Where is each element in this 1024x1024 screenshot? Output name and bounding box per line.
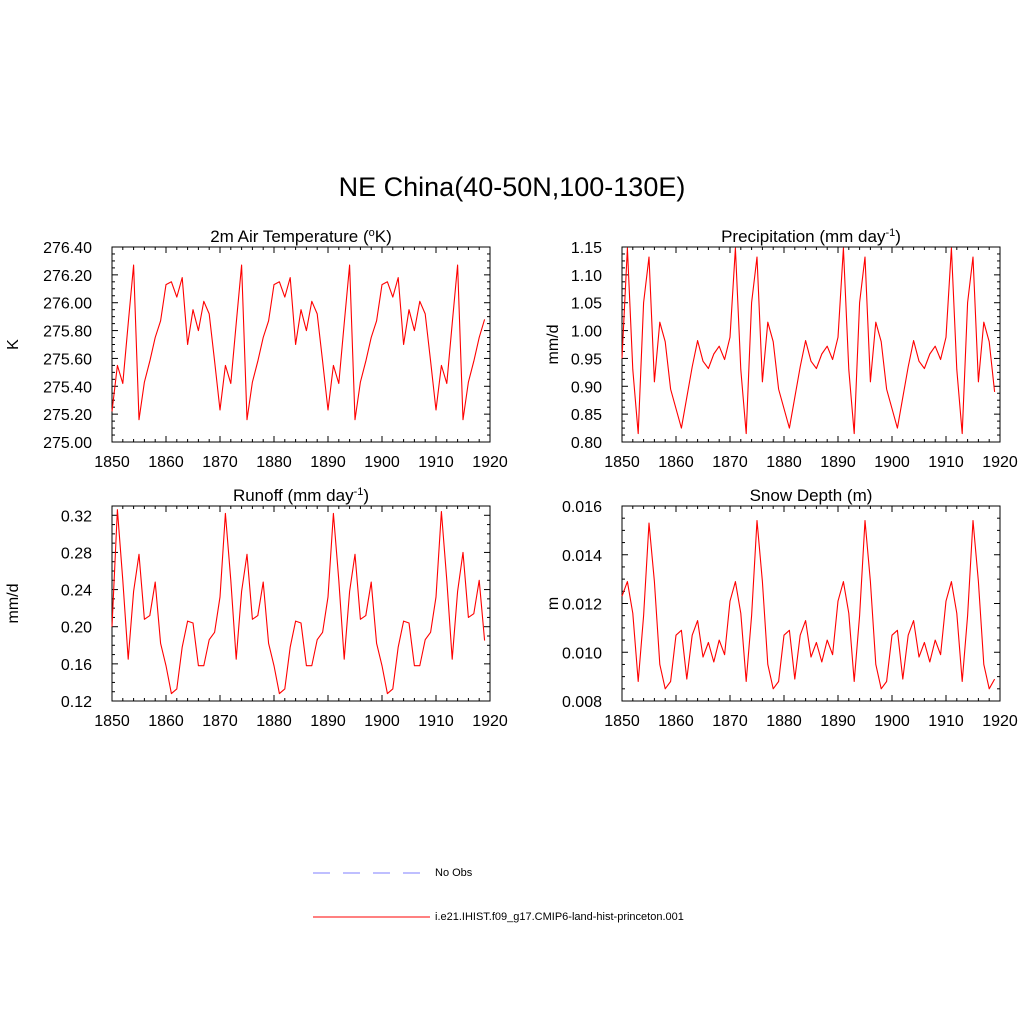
- x-tick-label: 1920: [982, 713, 1018, 730]
- y-tick-label: 275.40: [43, 379, 92, 396]
- y-tick-label: 276.00: [43, 296, 92, 313]
- panel-title-text: Runoff (mm day: [233, 486, 354, 505]
- x-tick-label: 1880: [256, 454, 292, 471]
- x-tick-label: 1910: [418, 454, 454, 471]
- panel-air-temperature: 1850 1860 1870 1880 1890 1900 1910 1920 276.40 27…: [5, 227, 508, 471]
- panel-title-suffix: ): [895, 227, 901, 246]
- x-tick-label: 1870: [712, 713, 748, 730]
- y-axis-label: m: [545, 597, 562, 610]
- x-tick-label: 1910: [928, 454, 964, 471]
- y-axis-label: mm/d: [545, 325, 562, 365]
- panel-title: Runoff (mm day-1): [233, 486, 369, 505]
- y-tick-label: 0.20: [61, 620, 92, 637]
- y-tick-label: 0.16: [61, 657, 92, 674]
- series-line: [111, 509, 486, 695]
- x-tick-label: 1900: [364, 713, 400, 730]
- x-tick-label: 1850: [94, 713, 130, 730]
- x-tick-label: 1870: [712, 454, 748, 471]
- panel-runoff: 1850 1860 1870 1880 1890 1900 1910 1920 0.32 0.28…: [5, 486, 508, 730]
- panel-precipitation: 1850 1860 1870 1880 1890 1900 1910 1920 1.15 1.10…: [545, 227, 1018, 471]
- y-axis-label: mm/d: [5, 584, 22, 624]
- x-tick-label: 1910: [418, 713, 454, 730]
- x-tick-label: 1910: [928, 713, 964, 730]
- y-axis-label: K: [5, 339, 22, 350]
- x-tick-label: 1900: [874, 454, 910, 471]
- y-tick-label: 0.85: [571, 407, 602, 424]
- x-tick-label: 1900: [364, 454, 400, 471]
- panel-title-suffix: K): [375, 227, 392, 246]
- y-tick-label: 275.80: [43, 324, 92, 341]
- y-tick-label: 275.20: [43, 407, 92, 424]
- panel-title-superscript: o: [369, 227, 375, 239]
- panel-title: 2m Air Temperature (oK): [210, 227, 392, 246]
- x-tick-label: 1870: [202, 713, 238, 730]
- y-tick-label: 0.80: [571, 435, 602, 452]
- panel-title-superscript: -1: [354, 486, 364, 498]
- x-tick-label: 1860: [148, 713, 184, 730]
- y-tick-label: 0.90: [571, 379, 602, 396]
- x-tick-label: 1900: [874, 713, 910, 730]
- y-tick-label: 1.00: [571, 324, 602, 341]
- x-tick-label: 1890: [310, 713, 346, 730]
- x-tick-label: 1890: [820, 454, 856, 471]
- panel-snow-depth: 1850 1860 1870 1880 1890 1900 1910 1920 0.016 0.0…: [545, 486, 1018, 730]
- legend-lines: [313, 872, 430, 918]
- x-tick-label: 1870: [202, 454, 238, 471]
- y-tick-label: 0.12: [61, 694, 92, 711]
- y-tick-label: 0.016: [562, 499, 602, 516]
- y-tick-label: 0.012: [562, 597, 602, 614]
- y-tick-label: 1.05: [571, 296, 602, 313]
- y-tick-label: 0.24: [61, 583, 92, 600]
- x-tick-label: 1920: [472, 454, 508, 471]
- x-tick-label: 1890: [310, 454, 346, 471]
- x-tick-label: 1880: [256, 713, 292, 730]
- y-tick-label: 275.00: [43, 435, 92, 452]
- series-line: [111, 264, 486, 421]
- panel-title: Snow Depth (m): [750, 486, 873, 505]
- x-tick-label: 1920: [472, 713, 508, 730]
- legend-label-no-obs: No Obs: [435, 867, 473, 879]
- y-tick-label: 276.20: [43, 268, 92, 285]
- y-tick-label: 0.32: [61, 508, 92, 525]
- x-tick-label: 1860: [148, 454, 184, 471]
- y-tick-label: 0.008: [562, 694, 602, 711]
- y-tick-label: 276.40: [43, 240, 92, 257]
- y-tick-label: 1.10: [571, 268, 602, 285]
- y-tick-label: 0.014: [562, 548, 602, 565]
- y-tick-label: 0.28: [61, 545, 92, 562]
- x-tick-label: 1860: [658, 713, 694, 730]
- x-tick-label: 1860: [658, 454, 694, 471]
- x-tick-label: 1850: [94, 454, 130, 471]
- x-tick-label: 1920: [982, 454, 1018, 471]
- y-tick-label: 275.60: [43, 351, 92, 368]
- panel-title-text: 2m Air Temperature (: [210, 227, 369, 246]
- x-tick-label: 1850: [604, 713, 640, 730]
- y-tick-label: 0.010: [562, 645, 602, 662]
- panel-title: Precipitation (mm day-1): [721, 227, 901, 246]
- y-tick-label: 1.15: [571, 240, 602, 257]
- plot-frame: [621, 505, 1001, 702]
- series-line: [621, 520, 996, 690]
- legend-label-model: i.e21.IHIST.f09_g17.CMIP6-land-hist-prin…: [435, 911, 684, 923]
- x-tick-label: 1880: [766, 713, 802, 730]
- figure-title: NE China(40-50N,100-130E): [338, 172, 686, 202]
- panel-title-suffix: ): [363, 486, 369, 505]
- x-tick-label: 1850: [604, 454, 640, 471]
- panel-title-text: Snow Depth (m): [750, 486, 873, 505]
- plot-frame: [111, 246, 491, 443]
- panel-title-text: Precipitation (mm day: [721, 227, 886, 246]
- x-tick-label: 1890: [820, 713, 856, 730]
- plot-frame: [621, 246, 1001, 443]
- y-tick-label: 0.95: [571, 351, 602, 368]
- panel-title-superscript: -1: [885, 227, 895, 239]
- series-line: [621, 247, 996, 435]
- x-tick-label: 1880: [766, 454, 802, 471]
- plot-frame: [111, 505, 491, 702]
